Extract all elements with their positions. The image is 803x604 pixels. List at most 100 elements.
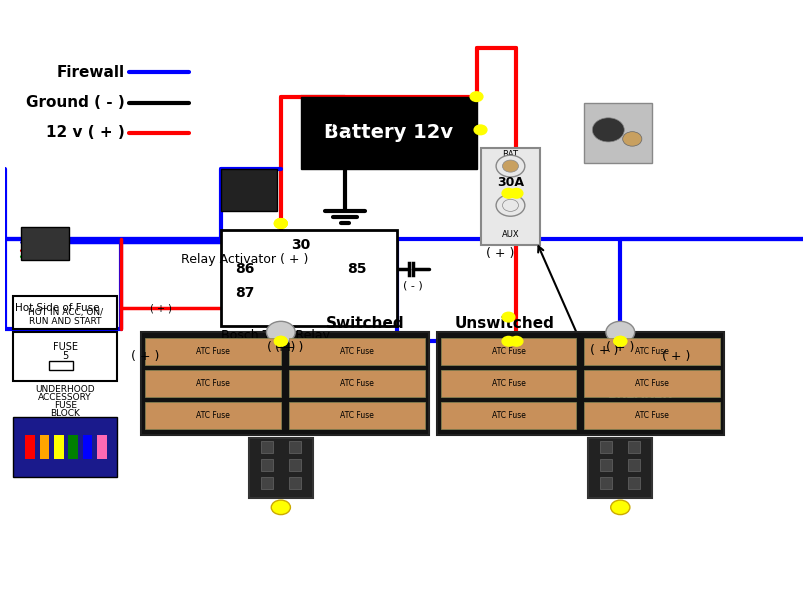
Text: BAT: BAT [502,150,518,158]
Text: 30A: 30A [496,176,524,189]
Text: 85: 85 [347,262,366,276]
Bar [588,438,651,498]
Bar [260,441,272,453]
Text: ATC Fuse: ATC Fuse [634,411,668,420]
Circle shape [502,199,518,211]
Bar [145,370,280,397]
Circle shape [501,312,514,322]
Bar [25,435,35,459]
Text: ( + ): ( + ) [605,341,634,354]
Bar [221,230,396,326]
Text: ATC Fuse: ATC Fuse [196,379,230,388]
Bar [288,402,424,429]
Circle shape [509,188,522,198]
Bar [68,435,78,459]
Text: ( + ): ( + ) [150,303,172,313]
Circle shape [622,132,641,146]
Text: ( + ): ( + ) [446,117,474,130]
Circle shape [501,336,514,346]
Circle shape [610,500,629,515]
Bar [584,338,719,365]
Circle shape [474,125,487,135]
Bar [600,477,612,489]
Text: 30: 30 [291,237,310,252]
Text: HOT IN ACC, ON/: HOT IN ACC, ON/ [27,308,103,316]
Circle shape [274,219,287,228]
Bar [627,477,639,489]
Circle shape [271,500,290,515]
Circle shape [495,194,524,216]
Bar [436,332,724,435]
Text: ( - ): ( - ) [329,123,352,137]
Bar [54,435,63,459]
Bar [584,103,651,163]
Circle shape [502,160,518,172]
Text: BLOCK: BLOCK [51,409,80,417]
Bar [145,338,280,365]
Text: Relay Activator ( + ): Relay Activator ( + ) [181,253,308,266]
Bar [288,441,300,453]
Text: ( + ): ( + ) [131,350,159,363]
FancyBboxPatch shape [221,169,276,211]
Bar [21,226,69,260]
Circle shape [613,336,626,346]
FancyBboxPatch shape [300,97,476,169]
Circle shape [592,118,623,142]
Text: RUN AND START: RUN AND START [29,318,101,326]
Text: 5: 5 [62,352,68,361]
Text: Firewall: Firewall [57,65,125,80]
Circle shape [613,336,626,346]
Text: CIRCUIT
BREAKER: CIRCUIT BREAKER [608,373,672,400]
Text: ATC Fuse: ATC Fuse [491,347,524,356]
Bar [600,441,612,453]
Bar [14,332,117,381]
Circle shape [274,336,287,346]
Bar [141,332,428,435]
Bar [600,459,612,471]
Text: ( + ): ( + ) [486,247,514,260]
Bar [14,417,117,477]
Bar [584,370,719,397]
Text: ( + ): ( + ) [267,341,295,354]
Text: UNDERHOOD: UNDERHOOD [35,385,95,394]
Bar [480,148,540,245]
Text: ( + ): ( + ) [275,341,303,354]
Bar [39,435,49,459]
Circle shape [274,219,287,228]
Text: AUX: AUX [501,230,519,239]
Bar [260,459,272,471]
Circle shape [605,321,634,343]
Bar [97,435,107,459]
Text: Battery 12v: Battery 12v [324,123,453,143]
Text: ATC Fuse: ATC Fuse [634,379,668,388]
Bar [288,338,424,365]
Text: FUSE: FUSE [54,401,76,410]
Circle shape [266,321,295,343]
Bar [627,459,639,471]
Bar [249,438,312,498]
Text: ATC Fuse: ATC Fuse [340,411,373,420]
Text: ATC Fuse: ATC Fuse [634,347,668,356]
Bar [627,441,639,453]
Text: ATC Fuse: ATC Fuse [196,411,230,420]
Text: FUSE: FUSE [53,342,78,352]
Text: ATC Fuse: ATC Fuse [340,379,373,388]
Circle shape [470,92,483,101]
Bar [49,361,73,370]
Text: ATC Fuse: ATC Fuse [340,347,373,356]
Text: ( - ): ( - ) [402,281,422,291]
Circle shape [501,188,514,198]
Text: ATC Fuse: ATC Fuse [196,347,230,356]
Text: Ground ( - ): Ground ( - ) [26,95,125,110]
Text: ATC Fuse: ATC Fuse [491,411,524,420]
Text: Bosch Type Relay: Bosch Type Relay [221,329,329,342]
Bar [260,477,272,489]
Bar [440,402,576,429]
Bar [440,370,576,397]
Text: ACCESSORY: ACCESSORY [39,393,92,402]
Bar [440,338,576,365]
Text: Switched: Switched [325,316,404,330]
Circle shape [274,219,287,228]
Text: ( + ): ( + ) [661,350,690,363]
Text: 87: 87 [235,286,255,300]
